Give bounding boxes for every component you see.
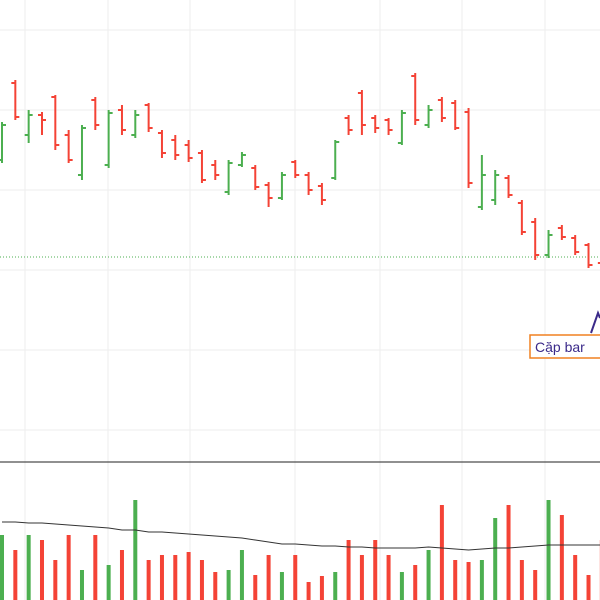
volume-bar [173, 555, 178, 600]
volume-bar [0, 535, 4, 600]
volume-bar [359, 555, 364, 600]
volume-bar [453, 560, 458, 600]
volume-bar [213, 572, 218, 600]
volume-bar [93, 535, 98, 600]
volume-bar [413, 565, 418, 600]
moving-average [2, 521, 600, 551]
annotation-box [529, 334, 600, 359]
annotation-arrow [590, 310, 600, 334]
volume-bar [373, 540, 378, 600]
volume-bar [439, 505, 444, 600]
volume-bar [159, 555, 164, 600]
x-grid [24, 0, 546, 600]
volume-bar [119, 550, 124, 600]
annotation-text: Cặp bar [535, 339, 585, 355]
volume-bar [186, 552, 191, 600]
volume-bar [399, 572, 404, 600]
volume-bar [106, 565, 111, 600]
volume-bar [346, 540, 351, 600]
volume-bar [226, 570, 231, 600]
volume-bar [586, 575, 591, 600]
volume-bar [199, 560, 204, 600]
volume-bar [39, 540, 44, 600]
volume-bar [66, 535, 71, 600]
volume-bar [253, 575, 258, 600]
volume-bar [386, 555, 391, 600]
volume-bar [466, 562, 471, 600]
volume-bar [319, 576, 324, 600]
volume-bar [133, 500, 138, 600]
volume-bar [506, 505, 511, 600]
volume-bar [479, 560, 484, 600]
volume-bar [559, 515, 564, 600]
volume-bar [79, 570, 84, 600]
volume-bar [239, 550, 244, 600]
volume-bar [333, 572, 338, 600]
volume-bar [306, 582, 311, 600]
volume-bar [533, 570, 538, 600]
volume-bar [13, 550, 18, 600]
volume-bar [146, 560, 151, 600]
volume-bar [426, 550, 431, 600]
volume-bar [546, 500, 551, 600]
volume-bar [573, 555, 578, 600]
volume-bar [519, 560, 524, 600]
volume-bar [279, 572, 284, 600]
volume-bar [26, 535, 31, 600]
volume-bar [493, 518, 498, 600]
volume-bar [293, 555, 298, 600]
volume-bar [53, 560, 58, 600]
volume-bar [266, 555, 271, 600]
